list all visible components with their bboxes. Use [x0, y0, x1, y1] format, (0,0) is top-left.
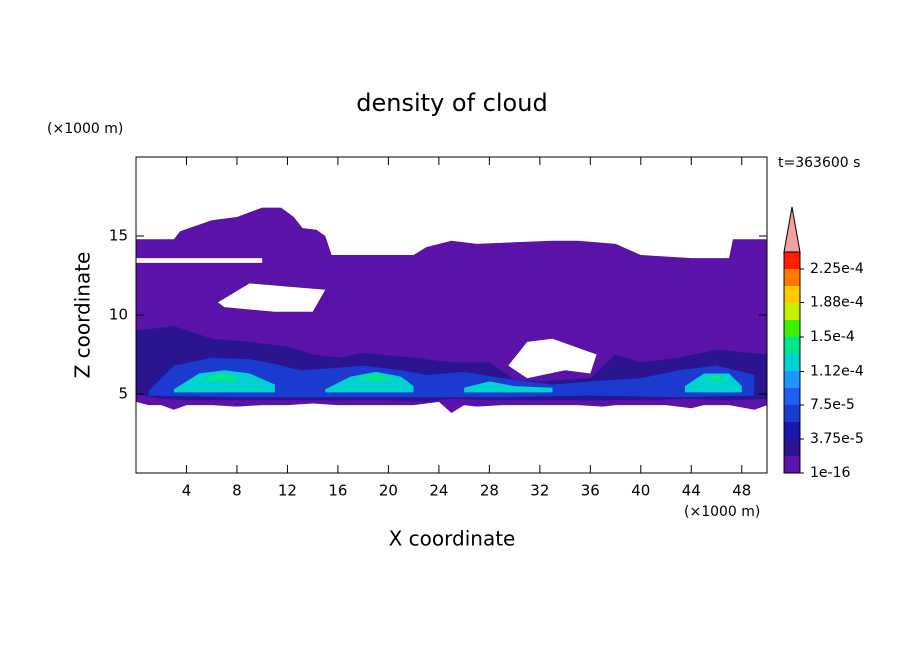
colorbar-band: [784, 439, 800, 456]
y-axis-title: Z coordinate: [71, 252, 95, 379]
colorbar-band: [784, 286, 800, 303]
chart-title: density of cloud: [356, 89, 547, 117]
x-tick-label: 16: [328, 482, 347, 500]
colorbar-frame: [783, 251, 801, 474]
x-unit: (×1000 m): [684, 504, 760, 520]
colorbar-label: 7.5e-5: [810, 397, 855, 413]
colorbar-label: 1.12e-4: [810, 363, 864, 379]
colorbar-band: [784, 388, 800, 405]
colorbar-label: 3.75e-5: [810, 431, 864, 447]
x-tick-label: 4: [182, 482, 192, 500]
x-tick-label: 12: [278, 482, 297, 500]
contour-region: [148, 357, 755, 398]
colorbar-band: [784, 269, 800, 286]
colorbar-band: [784, 422, 800, 439]
colorbar-band: [784, 354, 800, 371]
y-tick-label: 15: [109, 227, 128, 245]
colorbar-band: [784, 337, 800, 354]
contour-field: [136, 207, 767, 413]
x-tick-label: 28: [480, 482, 499, 500]
time-label: t=363600 s: [778, 155, 860, 171]
colorbar-band: [784, 320, 800, 337]
x-tick-label: 24: [429, 482, 448, 500]
x-tick-label: 8: [232, 482, 242, 500]
contour-region: [173, 370, 742, 393]
y-tick-label: 5: [118, 385, 128, 403]
colorbar-label: 2.25e-4: [810, 261, 864, 277]
x-tick-label: 36: [581, 482, 600, 500]
colorbar-label: 1e-16: [810, 465, 850, 481]
colorbar-extend: [783, 206, 801, 253]
colorbar-label: 1.5e-4: [810, 329, 855, 345]
y-unit: (×1000 m): [47, 121, 123, 137]
colorbar-label: 1.88e-4: [810, 295, 864, 311]
x-tick-label: 44: [682, 482, 701, 500]
x-tick-label: 32: [530, 482, 549, 500]
colorbar-band: [784, 371, 800, 388]
colorbar-band: [784, 303, 800, 320]
colorbar-band: [784, 456, 800, 473]
x-tick-label: 20: [379, 482, 398, 500]
x-tick-label: 48: [732, 482, 751, 500]
colorbar-band: [784, 405, 800, 422]
colorbar-band: [784, 252, 800, 269]
y-tick-label: 10: [109, 306, 128, 324]
axes: 4 8 12 16 20 24 28 32 36 40 44 48510151e-163.75e-57…: [109, 156, 864, 500]
x-tick-label: 40: [631, 482, 650, 500]
x-axis-title: X coordinate: [389, 527, 516, 551]
